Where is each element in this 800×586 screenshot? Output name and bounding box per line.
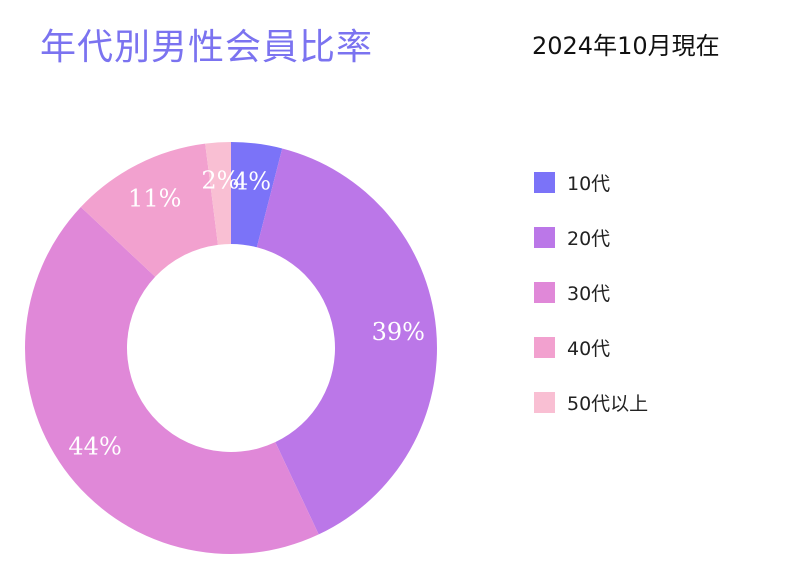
slice-40s xyxy=(80,143,218,277)
legend-item-30s: 30代 xyxy=(534,278,648,306)
legend: 10代 20代 30代 40代 50代以上 xyxy=(534,168,648,443)
legend-label-40s: 40代 xyxy=(567,337,611,360)
legend-label-10s: 10代 xyxy=(567,172,611,195)
slice-label-20s: 39% xyxy=(372,318,425,346)
slice-10s xyxy=(231,142,283,248)
legend-item-10s: 10代 xyxy=(534,168,648,196)
legend-item-20s: 20代 xyxy=(534,223,648,251)
legend-swatch-50s-plus xyxy=(534,391,555,413)
slice-20s xyxy=(256,148,438,535)
chart-subtitle: 2024年10月現在 xyxy=(532,32,720,60)
legend-swatch-30s xyxy=(534,281,555,303)
legend-item-40s: 40代 xyxy=(534,333,648,361)
legend-swatch-40s xyxy=(534,336,555,358)
slice-label-30s: 44% xyxy=(68,433,121,461)
legend-label-30s: 30代 xyxy=(567,282,611,305)
slice-label-10s: 4% xyxy=(233,167,271,195)
legend-swatch-10s xyxy=(534,171,555,193)
slice-label-40s: 11% xyxy=(128,184,181,212)
legend-item-50s-plus: 50代以上 xyxy=(534,388,648,416)
slice-50s-plus xyxy=(205,142,231,245)
legend-label-50s-plus: 50代以上 xyxy=(567,392,649,415)
legend-swatch-20s xyxy=(534,226,555,248)
legend-label-20s: 20代 xyxy=(567,227,611,250)
chart-title: 年代別男性会員比率 xyxy=(40,27,374,68)
slice-30s xyxy=(24,206,319,555)
slice-label-50s-plus: 2% xyxy=(201,166,239,194)
